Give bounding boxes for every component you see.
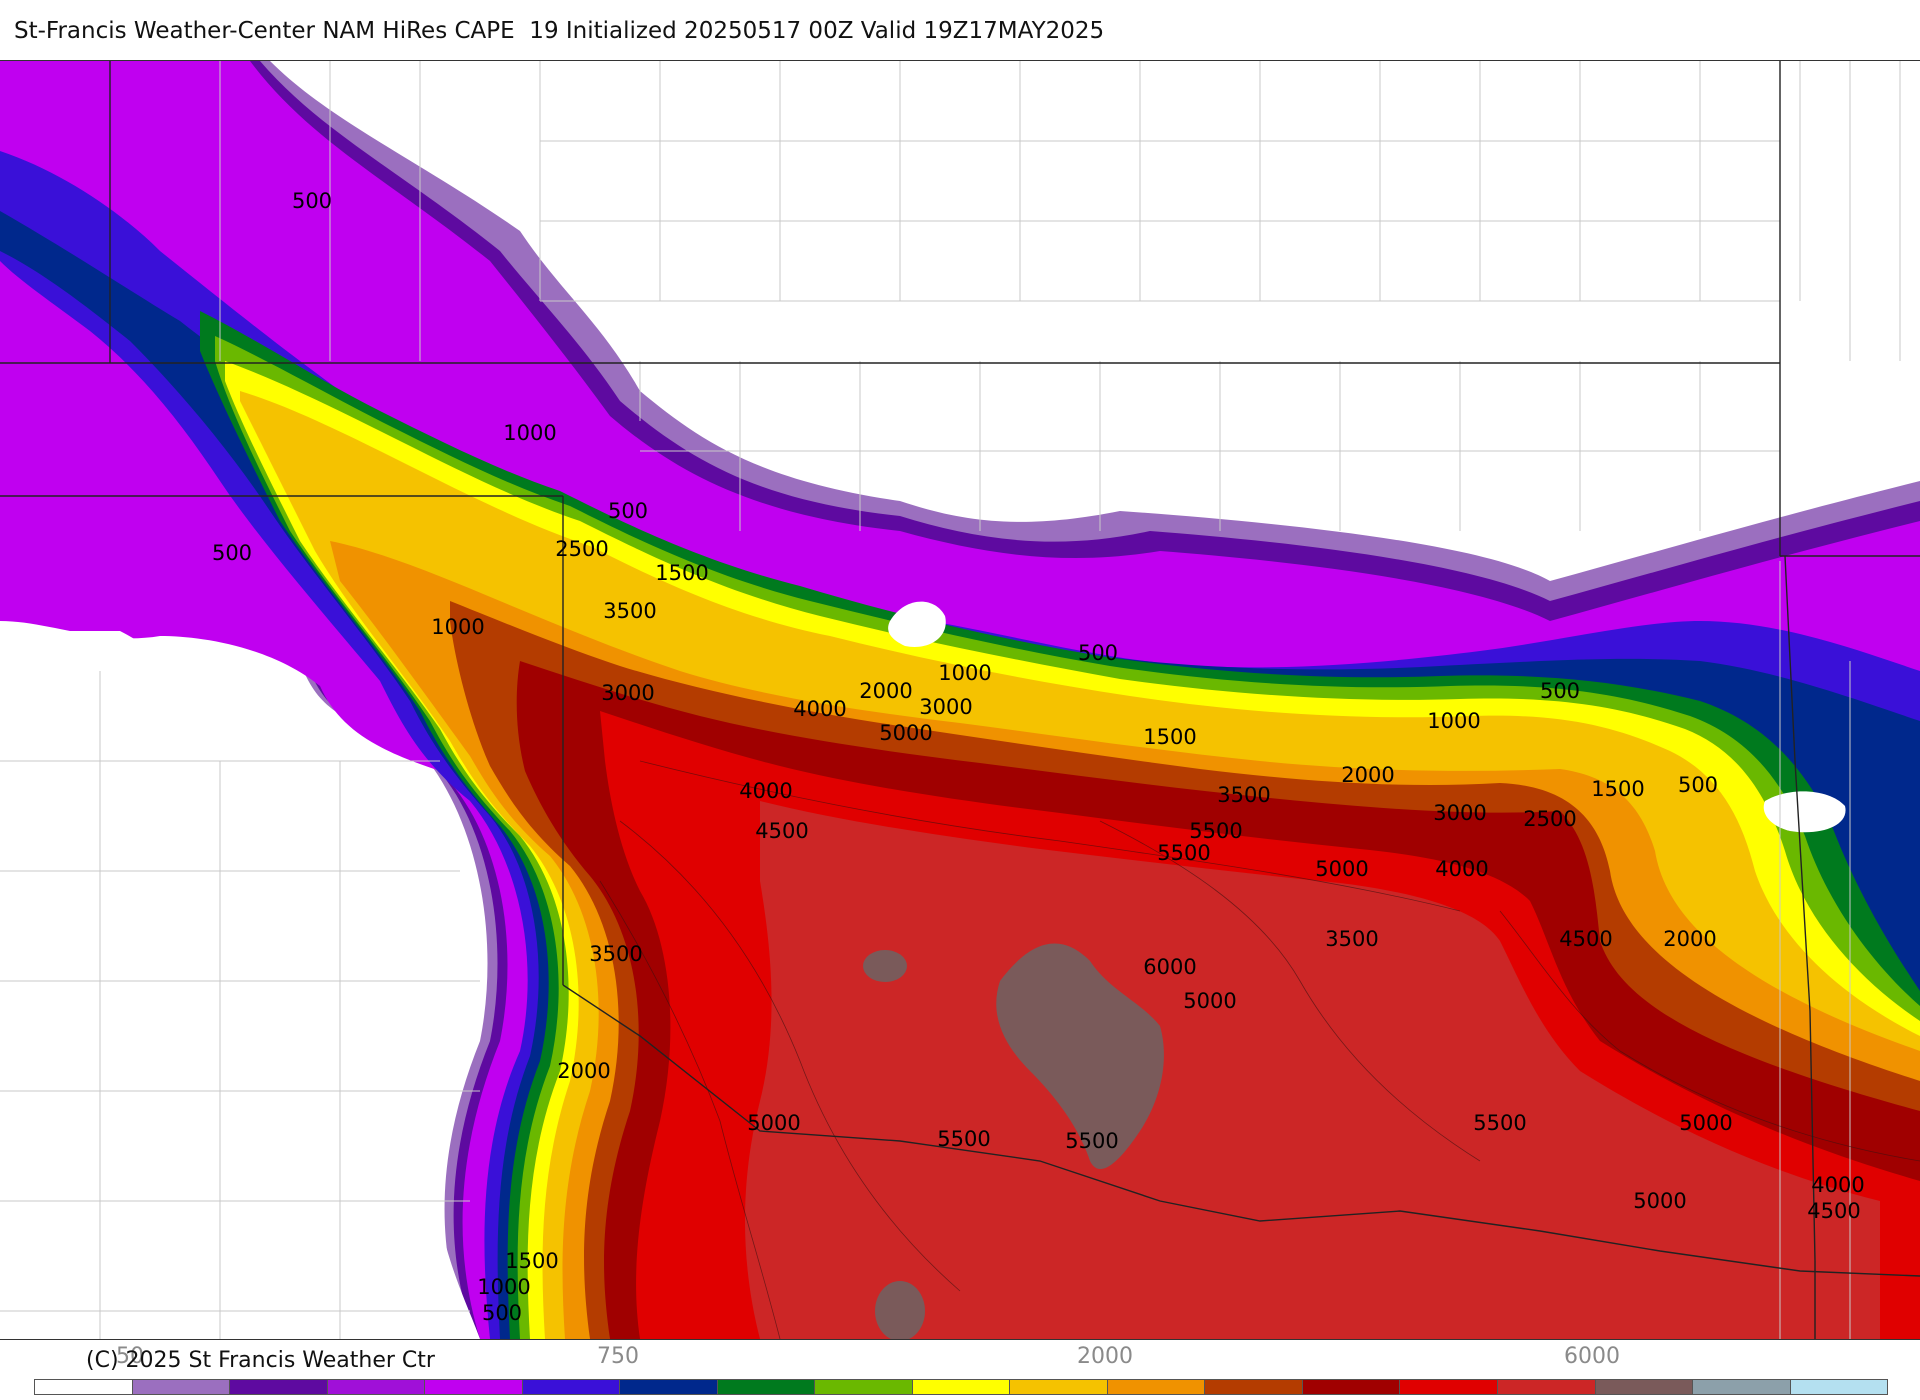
contour-label: 5500 (1189, 819, 1242, 843)
contour-label: 500 (1540, 679, 1580, 703)
colorbar-swatch (912, 1380, 1011, 1394)
contour-label: 1000 (431, 615, 484, 639)
contour-label: 4500 (1807, 1199, 1860, 1223)
contour-label: 2000 (557, 1059, 610, 1083)
contour-label: 4000 (1811, 1173, 1864, 1197)
contour-label: 5000 (747, 1111, 800, 1135)
cape-map: 500 1000 500 500 2500 1500 3500 1000 3000 2000 100… (0, 60, 1920, 1340)
contour-label: 500 (212, 541, 252, 565)
contour-label: 3000 (1433, 801, 1486, 825)
contour-label: 1000 (1427, 709, 1480, 733)
map-title: St-Francis Weather-Center NAM HiRes CAPE… (14, 18, 1105, 44)
contour-label: 5500 (1473, 1111, 1526, 1135)
contour-label: 2500 (1523, 807, 1576, 831)
colorbar-swatch (1595, 1380, 1694, 1394)
contour-label: 4500 (1559, 927, 1612, 951)
colorbar-swatch (1400, 1380, 1498, 1394)
colorbar-swatch (425, 1380, 523, 1394)
contour-label: 500 (1078, 641, 1118, 665)
contour-label: 4000 (1435, 857, 1488, 881)
colorbar-swatch (620, 1380, 718, 1394)
colorbar-swatch (1693, 1380, 1791, 1394)
contour-label: 5000 (1315, 857, 1368, 881)
contour-label: 4500 (755, 819, 808, 843)
contour-label: 5000 (1679, 1111, 1732, 1135)
colorbar-tick: 2000 (1077, 1344, 1133, 1369)
contour-label: 5000 (1183, 989, 1236, 1013)
contour-label: 2000 (859, 679, 912, 703)
contour-label: 6000 (1143, 955, 1196, 979)
contour-label: 1500 (505, 1249, 558, 1273)
contour-label: 1000 (938, 661, 991, 685)
colorbar-swatch (132, 1380, 231, 1394)
contour-label: 3500 (589, 942, 642, 966)
cape-contours (599, 760, 1920, 1339)
contour-label: 2000 (1663, 927, 1716, 951)
contour-label: 4000 (739, 779, 792, 803)
colorbar-swatch (522, 1380, 621, 1394)
copyright-text: (C) 2025 St Francis Weather Ctr (86, 1348, 435, 1373)
colorbar-swatch (1107, 1380, 1206, 1394)
colorbar-swatch (1010, 1380, 1108, 1394)
contour-label: 3500 (603, 599, 656, 623)
contour-label: 1000 (477, 1275, 530, 1299)
state-borders (0, 61, 1920, 1339)
colorbar-swatch (327, 1380, 426, 1394)
contour-label: 5000 (1633, 1189, 1686, 1213)
contour-label: 500 (292, 189, 332, 213)
colorbar-tick-labels: 50 750 2000 6000 (0, 1340, 1920, 1376)
contour-label: 2500 (555, 537, 608, 561)
contour-label: 3500 (1217, 783, 1270, 807)
contour-label: 5500 (1157, 841, 1210, 865)
contour-label: 1500 (1143, 725, 1196, 749)
contour-label: 3500 (1325, 927, 1378, 951)
contour-label: 500 (1678, 773, 1718, 797)
contour-label: 3000 (601, 681, 654, 705)
cape-colorbar (34, 1379, 1888, 1395)
contour-label: 500 (608, 499, 648, 523)
contour-label: 3000 (919, 695, 972, 719)
contour-label: 5500 (1065, 1129, 1118, 1153)
colorbar-tick: 6000 (1564, 1344, 1620, 1369)
contour-label: 2000 (1341, 763, 1394, 787)
colorbar-swatch (815, 1380, 913, 1394)
colorbar-swatch (717, 1380, 816, 1394)
colorbar-swatch (1302, 1380, 1401, 1394)
contour-label: 1500 (655, 561, 708, 585)
contour-label: 1000 (503, 421, 556, 445)
contour-label: 1500 (1591, 777, 1644, 801)
colorbar-swatch (1205, 1380, 1303, 1394)
cape-shading (0, 61, 1920, 1339)
colorbar-swatch (230, 1380, 328, 1394)
colorbar-swatch (35, 1380, 133, 1394)
contour-label: 4000 (793, 697, 846, 721)
contour-label: 500 (482, 1301, 522, 1325)
colorbar-tick: 50 (116, 1344, 144, 1369)
colorbar-swatch (1790, 1380, 1888, 1394)
colorbar-swatch (1497, 1380, 1596, 1394)
contour-label: 5500 (937, 1127, 990, 1151)
contour-label: 5000 (879, 721, 932, 745)
colorbar-tick: 750 (597, 1344, 639, 1369)
